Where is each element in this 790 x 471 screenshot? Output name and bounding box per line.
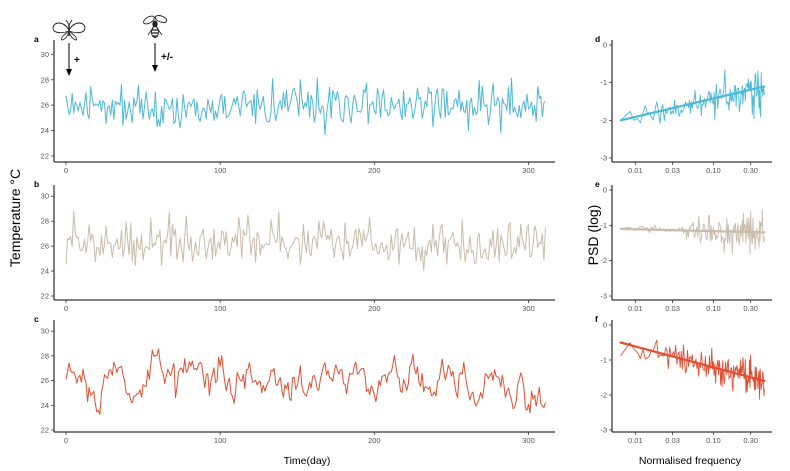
butterfly-arrow-head — [66, 69, 72, 76]
panel-e-y-tick-label: 0 — [603, 186, 607, 195]
panel-letter-e: e — [595, 179, 600, 189]
panel-c-x-tick-label: 0 — [64, 436, 68, 445]
panel-b-x-tick-label: 300 — [522, 304, 535, 313]
panel-b-y-tick-label: 22 — [41, 292, 49, 301]
panel-b-y-tick-label: 28 — [41, 217, 49, 226]
panel-a-x-tick-label: 0 — [64, 166, 68, 175]
panel-d-fit-line — [619, 85, 766, 122]
panel-d-x-tick-label: 0.10 — [706, 166, 721, 175]
panel-e-y-tick-label: -1 — [600, 221, 607, 230]
panel-e-x-tick-label: 0.01 — [628, 304, 643, 313]
panel-letter-f: f — [595, 314, 598, 324]
panel-c-y-tick-label: 22 — [41, 426, 49, 435]
panel-f-x-tick-label: 0.01 — [628, 436, 643, 445]
panel-f-x-tick-label: 0.10 — [706, 436, 721, 445]
panel-letter-d: d — [595, 34, 600, 44]
panel-e-y-tick-label: -2 — [600, 256, 607, 265]
panel-c-y-tick-label: 26 — [41, 376, 49, 385]
panel-d-y-tick-label: 0 — [603, 41, 607, 50]
panel-a-y-tick-label: 24 — [41, 126, 49, 135]
panel-a-y-tick-label: 22 — [41, 152, 49, 161]
panel-letter-c: c — [34, 314, 39, 324]
butterfly-icon — [52, 19, 86, 41]
panel-a-series-line — [65, 77, 546, 136]
panel-b-series-line — [65, 210, 546, 272]
panel-b-y-tick-label: 26 — [41, 242, 49, 251]
panel-b-y-tick-label: 24 — [41, 267, 49, 276]
panel-c-x-tick-label: 100 — [214, 436, 227, 445]
panel-f-y-tick-label: -2 — [600, 391, 607, 400]
panel-c-x-tick-label: 200 — [368, 436, 381, 445]
panel-a-y-tick-label: 28 — [41, 75, 49, 84]
panel-c-y-tick-label: 24 — [41, 401, 49, 410]
panel-e-x-tick-label: 0.03 — [665, 304, 680, 313]
panel-a-x-tick-label: 200 — [368, 166, 381, 175]
x-axis-label-frequency: Normalised frequency — [639, 455, 742, 467]
panel-c-y-tick-label: 30 — [41, 327, 49, 336]
panel-f-spectrum-line — [620, 339, 765, 400]
panel-d-x-tick-label: 0.01 — [628, 166, 643, 175]
panel-e-fit-line — [619, 227, 766, 234]
panel-b-x-tick-label: 200 — [368, 304, 381, 313]
panel-d-y-tick-label: -1 — [600, 78, 607, 87]
y-axis-label-psd: PSD (log) — [585, 205, 601, 266]
y-axis-label-temperature: Temperature °C — [7, 169, 23, 267]
panel-f-y-tick-label: -3 — [600, 426, 607, 435]
panel-f-x-tick-label: 0.03 — [665, 436, 680, 445]
wasp-effect-label: +/- — [161, 52, 173, 63]
panel-f-y-tick-label: -1 — [600, 356, 607, 365]
panel-a-x-tick-label: 100 — [214, 166, 227, 175]
panel-a-x-tick-label: 300 — [522, 166, 535, 175]
panel-c-x-tick-label: 300 — [522, 436, 535, 445]
panel-f-y-tick-label: 0 — [603, 321, 607, 330]
panel-d-y-tick-label: -3 — [600, 154, 607, 163]
butterfly-effect-label: + — [74, 55, 80, 66]
panel-b-x-tick-label: 0 — [64, 304, 68, 313]
panel-e-x-tick-label: 0.30 — [743, 304, 758, 313]
panel-a-y-tick-label: 30 — [41, 50, 49, 59]
panel-f-fit-line — [619, 341, 766, 383]
panel-b-x-tick-label: 100 — [214, 304, 227, 313]
wasp-icon — [143, 15, 168, 38]
panel-b-y-tick-label: 30 — [41, 192, 49, 201]
panel-letter-a: a — [34, 34, 39, 44]
panel-c-y-tick-label: 28 — [41, 351, 49, 360]
wasp-arrow-head — [152, 65, 158, 72]
panel-e-y-tick-label: -3 — [600, 292, 607, 301]
panel-d-x-tick-label: 0.03 — [665, 166, 680, 175]
panel-a-y-tick-label: 26 — [41, 101, 49, 110]
panel-letter-b: b — [34, 179, 39, 189]
panel-c-series-line — [65, 348, 546, 415]
panel-e-x-tick-label: 0.10 — [706, 304, 721, 313]
panel-f-x-tick-label: 0.30 — [743, 436, 758, 445]
panel-d-x-tick-label: 0.30 — [743, 166, 758, 175]
x-axis-label-time: Time(day) — [284, 455, 331, 467]
panel-d-y-tick-label: -2 — [600, 116, 607, 125]
